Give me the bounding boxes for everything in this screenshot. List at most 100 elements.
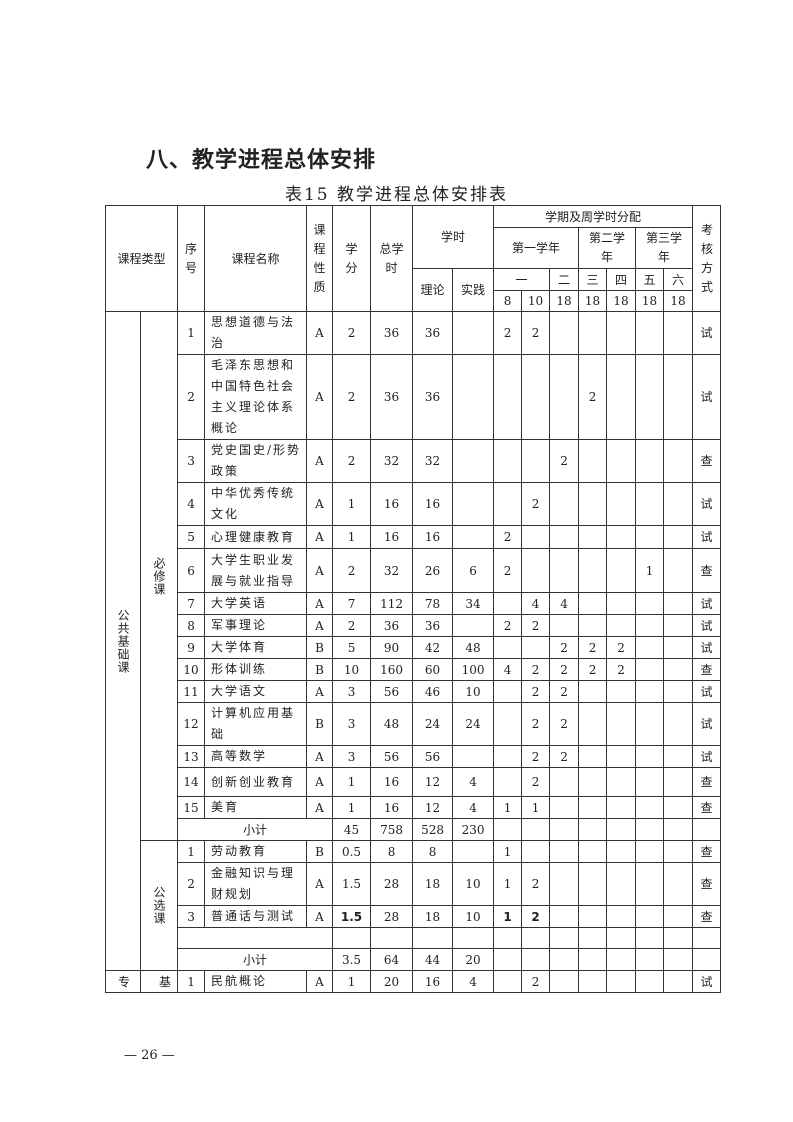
course-seq: 2	[177, 354, 206, 440]
header-exam-method: 考核方式	[692, 205, 722, 312]
course-credit: 1	[332, 482, 372, 526]
table-row: 11 大学语文 A 3 56 46 10 2 2 试	[106, 680, 722, 703]
weekly-hours	[549, 354, 580, 440]
empty-cell	[663, 818, 694, 841]
weekly-hours	[578, 680, 608, 703]
header-term: 一	[493, 268, 551, 291]
weekly-hours: 2	[521, 862, 551, 906]
weekly-hours	[521, 636, 551, 659]
weekly-hours	[493, 592, 523, 615]
weekly-hours	[635, 658, 665, 681]
course-total-hours: 36	[370, 311, 414, 355]
weekly-hours	[663, 970, 694, 993]
course-total-hours: 20	[370, 970, 414, 993]
course-total-hours: 160	[370, 658, 414, 681]
course-seq: 1	[177, 970, 206, 993]
weekly-hours	[635, 970, 665, 993]
weekly-hours	[578, 482, 608, 526]
course-nature: A	[306, 680, 334, 703]
course-theory-hours: 16	[412, 525, 454, 549]
empty-cell	[635, 818, 665, 841]
empty-cell	[549, 948, 580, 971]
table-row: 公共基础课 必修课 1 思想道德与法治 A 2 36 36 2 2 试	[105, 311, 722, 971]
subtotal-label: 小计	[177, 818, 334, 841]
empty-cell	[549, 818, 580, 841]
weekly-hours	[549, 840, 580, 863]
course-theory-hours: 32	[412, 439, 454, 483]
course-seq: 3	[177, 439, 206, 483]
weekly-hours	[663, 548, 694, 593]
course-theory-hours: 36	[412, 614, 454, 637]
empty-cell	[635, 927, 665, 949]
weekly-hours	[493, 439, 523, 483]
exam-method: 试	[692, 311, 722, 355]
weekly-hours: 2	[521, 905, 551, 928]
header-term: 六	[663, 268, 694, 291]
course-credit: 1	[332, 767, 372, 797]
header-credit: 学分	[332, 205, 372, 312]
empty-cell	[578, 927, 608, 949]
weekly-hours	[493, 745, 523, 768]
table-row: 13 高等数学 A 3 56 56 2 2 试	[106, 745, 722, 768]
weekly-hours	[606, 439, 637, 483]
exam-method: 试	[692, 614, 722, 637]
subtotal-total: 64	[370, 948, 414, 971]
weekly-hours	[578, 525, 608, 549]
course-seq: 12	[177, 702, 206, 746]
empty-cell	[493, 927, 523, 949]
weekly-hours	[663, 905, 694, 928]
empty-cell	[493, 948, 523, 971]
group-elective: 公选课	[139, 840, 179, 971]
course-practice-hours	[452, 840, 495, 863]
weekly-hours	[549, 767, 580, 797]
course-theory-hours: 78	[412, 592, 454, 615]
weekly-hours	[606, 354, 637, 440]
weekly-hours	[606, 840, 637, 863]
weekly-hours: 4	[521, 592, 551, 615]
empty-cell	[663, 927, 694, 949]
course-theory-hours: 46	[412, 680, 454, 703]
weekly-hours	[606, 970, 637, 993]
course-credit: 1.5	[332, 862, 372, 906]
weekly-hours	[578, 745, 608, 768]
subtotal-row: 小计 3.5 64 44 20	[106, 948, 722, 971]
course-name: 民航概论	[204, 970, 308, 993]
course-total-hours: 48	[370, 702, 414, 746]
weekly-hours: 2	[521, 970, 551, 993]
table-row: 5 心理健康教育 A 1 16 16 2 试	[106, 525, 722, 549]
weekly-hours: 2	[521, 745, 551, 768]
course-seq: 2	[177, 862, 206, 906]
weekly-hours	[606, 525, 637, 549]
course-name: 创新创业教育	[204, 767, 308, 797]
subtotal-theory: 528	[412, 818, 454, 841]
course-nature: A	[306, 354, 334, 440]
subtotal-practice: 20	[452, 948, 495, 971]
exam-method: 查	[692, 840, 722, 863]
header-hours: 学时	[412, 205, 495, 269]
weekly-hours	[521, 548, 551, 593]
header-year2: 第二学年	[578, 227, 637, 269]
exam-method: 试	[692, 592, 722, 615]
course-theory-hours: 18	[412, 905, 454, 928]
course-theory-hours: 42	[412, 636, 454, 659]
exam-method: 查	[692, 548, 722, 593]
header-course-name: 课程名称	[204, 205, 308, 312]
weekly-hours	[549, 482, 580, 526]
empty-cell	[521, 818, 551, 841]
header-course-nature: 课程性质	[306, 205, 334, 312]
course-name: 形体训练	[204, 658, 308, 681]
weekly-hours	[663, 658, 694, 681]
weekly-hours	[663, 525, 694, 549]
subtotal-label: 小计	[177, 948, 334, 971]
weekly-hours: 2	[549, 439, 580, 483]
weekly-hours: 2	[606, 636, 637, 659]
weekly-hours	[606, 745, 637, 768]
exam-method: 试	[692, 702, 722, 746]
weekly-hours	[606, 680, 637, 703]
course-practice-hours	[452, 614, 495, 637]
weekly-hours: 4	[493, 658, 523, 681]
course-seq: 1	[177, 840, 206, 863]
course-credit: 2	[332, 439, 372, 483]
course-practice-hours	[452, 354, 495, 440]
weekly-hours: 2	[521, 311, 551, 355]
